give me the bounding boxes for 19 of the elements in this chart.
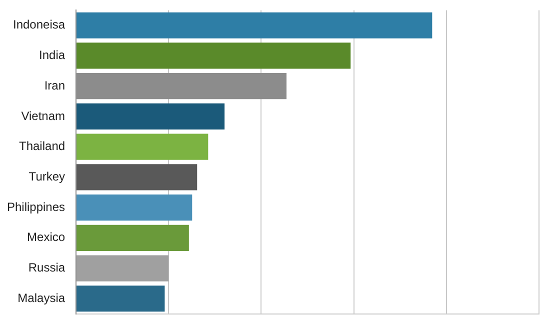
y-tick-label: Indoneisa	[12, 18, 66, 32]
y-tick-label: Thailand	[19, 139, 66, 154]
y-tick-label: Malaysia	[18, 290, 66, 305]
y-tick-label: Russia	[28, 260, 66, 275]
bar	[76, 224, 189, 251]
y-tick-label: Vietnam	[21, 108, 66, 123]
bar	[76, 286, 165, 312]
bar	[76, 164, 198, 190]
bar	[76, 194, 192, 221]
bar	[76, 42, 351, 69]
bar	[76, 103, 225, 130]
bar	[76, 12, 432, 38]
y-tick-label: Mexico	[27, 230, 66, 244]
y-tick-label: India	[39, 48, 66, 62]
y-tick-label: Iran	[44, 78, 66, 92]
bar	[76, 255, 169, 282]
y-tick-label: Philippines	[6, 200, 66, 214]
bar	[76, 134, 208, 160]
y-tick-label: Turkey	[28, 169, 66, 184]
